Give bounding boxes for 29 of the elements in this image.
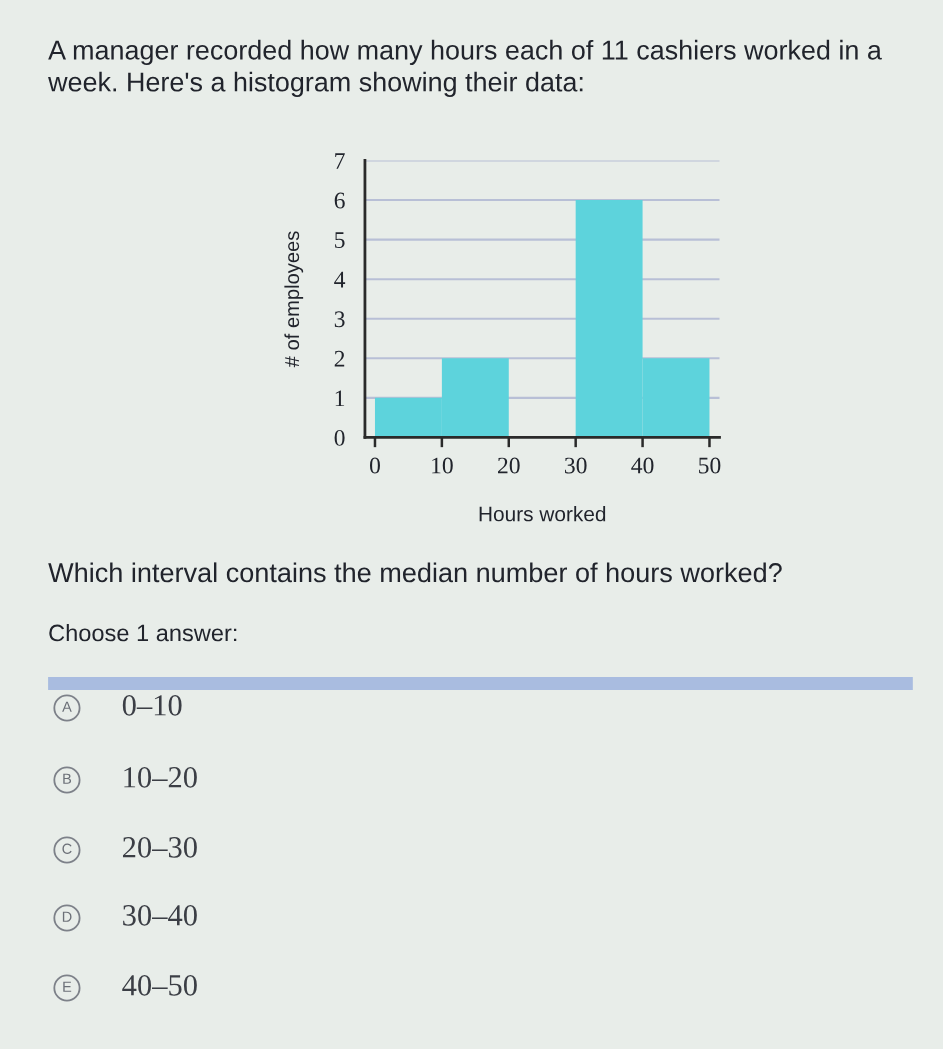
y-tick-label: 1 [335, 390, 345, 407]
y-tick-label: 2 [334, 350, 345, 367]
x-tick-label: 10 [432, 457, 453, 474]
text: B [63, 773, 72, 784]
text: Which interval contains the median number of hours worked? [48, 562, 782, 583]
text: 40–50 [122, 975, 197, 996]
text: E [63, 981, 72, 992]
text: 20–30 [122, 837, 197, 858]
y-axis-title: # of employees [284, 231, 304, 368]
x-tick-label: 30 [565, 457, 587, 474]
x-tick-label: 40 [631, 457, 654, 474]
text: 30–40 [123, 905, 197, 926]
y-tick-label: 7 [335, 153, 345, 169]
text: 10–20 [124, 767, 197, 788]
y-tick-label: 5 [335, 232, 345, 249]
y-tick-label: 0 [334, 429, 345, 446]
chart-title: A manager recorded how many hours each of 11 cashiers worked in a week. Here's a histogram showing their data: [48, 39, 882, 97]
y-tick-label: 3 [334, 311, 345, 328]
x-axis-title: Hours worked [479, 506, 606, 522]
text: D [62, 911, 72, 922]
x-tick-label: 20 [498, 457, 520, 474]
y-tick-label: 4 [334, 271, 346, 288]
x-tick-label: 0 [369, 457, 380, 474]
x-tick-label: 50 [699, 457, 721, 474]
text: Choose 1 answer: [49, 623, 237, 642]
text: C [62, 843, 72, 854]
y-tick-label: 6 [334, 192, 345, 209]
text: A [62, 701, 72, 712]
text: 0–10 [122, 695, 182, 716]
